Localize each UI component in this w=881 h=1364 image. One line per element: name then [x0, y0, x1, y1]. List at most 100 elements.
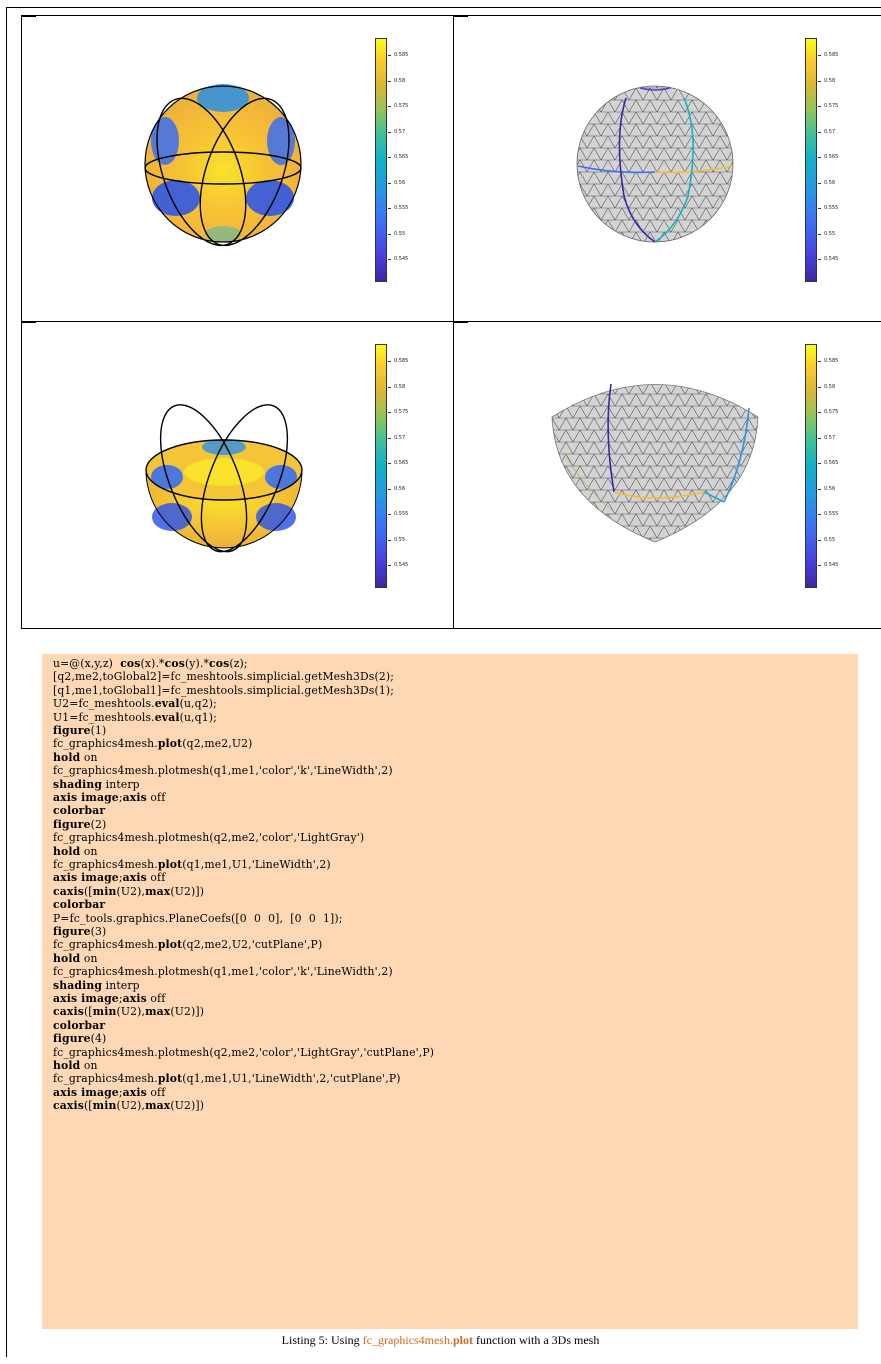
code-text: (y).*	[184, 657, 210, 670]
code-line: fc_graphics4mesh.plot(q1,me1,U1,'LineWid…	[53, 858, 331, 871]
code-line: U2=fc_meshtools.eval(u,q2);	[53, 697, 217, 710]
figure-4: 0.585 0.58 0.575 0.57 0.565 0.56 0.555 0.55 0.54…	[454, 322, 881, 628]
axis-tick	[454, 16, 468, 17]
code-line: shading interp	[53, 979, 140, 992]
code-keyword: min	[92, 1099, 117, 1113]
code-line: fc_graphics4mesh.plotmesh(q1,me1,'color'…	[53, 764, 393, 777]
code-keyword: colorbar	[53, 804, 106, 818]
code-text: interp	[102, 978, 140, 992]
colorbar-tick-label: 0.575	[387, 409, 409, 415]
code-keyword: axis image	[53, 992, 119, 1005]
code-listing: u=@(x,y,z) cos(x).*cos(y).*cos(z); [q2,me…	[42, 654, 858, 1329]
code-keyword: axis image	[53, 1085, 119, 1099]
colorbar-tick-label: 0.55	[817, 536, 836, 543]
code-text: (x).*	[140, 657, 165, 670]
code-text: (u,q2);	[179, 697, 217, 711]
code-text: fc_graphics4mesh.plotmesh(q2,me2,'color'…	[53, 1045, 435, 1059]
code-text: on	[80, 951, 98, 965]
code-text: U2=fc_meshtools.	[53, 697, 155, 711]
caption-suffix: function with a 3Ds mesh	[473, 1333, 600, 1347]
colorbar-tick-label: 0.58	[387, 77, 406, 84]
code-keyword: shading	[53, 978, 103, 992]
code-text: fc_graphics4mesh.plotmesh(q1,me1,'color'…	[53, 965, 393, 979]
colorbar-tick-label: 0.58	[817, 77, 836, 84]
code-text: ;	[118, 992, 123, 1005]
code-line: [q1,me1,toGlobal1]=fc_meshtools.simplici…	[53, 684, 394, 697]
code-line: axis image;axis off	[53, 1086, 165, 1099]
colorbar-tick-label: 0.555	[387, 511, 409, 517]
code-line: shading interp	[53, 778, 140, 791]
code-text: ([	[83, 884, 93, 898]
code-line: colorbar	[53, 804, 105, 817]
code-text: on	[80, 750, 98, 764]
code-line: figure(2)	[53, 818, 106, 831]
code-keyword: eval	[154, 697, 180, 711]
code-text: off	[146, 992, 166, 1005]
grid-border-middle	[21, 321, 881, 322]
colorbar-tick-label: 0.56	[817, 179, 836, 186]
code-text: (U2)])	[170, 1005, 205, 1019]
colorbar-tick-label: 0.555	[387, 205, 409, 211]
code-text: (z);	[229, 657, 248, 670]
colorbar-tick-label: 0.585	[817, 358, 839, 364]
figure-2: 0.585 0.58 0.575 0.57 0.565 0.56 0.555 0.55 0.54…	[454, 16, 881, 321]
code-text: (U2)])	[170, 1099, 205, 1113]
code-text: u=@(x,y,z)	[53, 657, 121, 670]
code-line: hold on	[53, 751, 98, 764]
code-text: (1)	[90, 724, 107, 737]
code-keyword: cos	[209, 657, 230, 670]
code-text: ([	[83, 1099, 93, 1113]
colorbar	[805, 38, 817, 282]
code-text: off	[146, 871, 166, 885]
colorbar-tick-label: 0.56	[387, 485, 406, 492]
code-text: U1=fc_meshtools.	[53, 710, 155, 724]
code-line: hold on	[53, 845, 98, 858]
colorbar-tick-label: 0.57	[817, 128, 836, 135]
code-keyword: plot	[157, 858, 183, 871]
axis-tick	[454, 322, 468, 323]
code-keyword: plot	[157, 938, 183, 952]
code-text: on	[80, 844, 98, 858]
code-keyword: cos	[164, 657, 185, 670]
colorbar-tick-label: 0.55	[817, 230, 836, 237]
code-keyword: eval	[154, 710, 180, 724]
code-keyword: axis	[122, 871, 147, 885]
code-line: hold on	[53, 952, 98, 965]
code-keyword: min	[92, 884, 117, 898]
code-keyword: axis	[122, 791, 147, 804]
colorbar-tick-label: 0.565	[817, 154, 839, 160]
code-keyword: max	[145, 1005, 171, 1019]
code-line: axis image;axis off	[53, 791, 165, 804]
code-text: ([	[83, 1005, 93, 1019]
page-top-rule	[6, 7, 881, 8]
page-left-rule	[6, 7, 7, 1357]
code-keyword: caxis	[53, 1005, 84, 1019]
colorbar	[375, 344, 387, 588]
colorbar-tick-label: 0.58	[387, 383, 406, 390]
colorbar	[375, 38, 387, 282]
code-keyword: axis	[122, 1085, 147, 1099]
caption-function-name: fc_graphics4mesh.	[362, 1333, 453, 1347]
colorbar-tick-label: 0.57	[387, 128, 406, 135]
colorbar-tick-label: 0.56	[387, 179, 406, 186]
figure-1-sphere	[144, 84, 302, 247]
grid-border-bottom	[21, 628, 881, 629]
grid-border-center	[453, 15, 454, 629]
listing-caption: Listing 5: Using fc_graphics4mesh.plot f…	[0, 1333, 881, 1348]
code-text: (q1,me1,U1,'LineWidth',2)	[182, 858, 331, 871]
colorbar-tick-label: 0.565	[387, 460, 409, 466]
code-keyword: figure	[53, 1032, 91, 1046]
code-line: [q2,me2,toGlobal2]=fc_meshtools.simplici…	[53, 670, 394, 683]
code-text: (u,q1);	[179, 710, 217, 724]
code-keyword: caxis	[53, 884, 84, 898]
code-text: [q2,me2,toGlobal2]=fc_meshtools.simplici…	[53, 670, 395, 684]
code-text: ;	[118, 1085, 123, 1099]
figure-4-cut-sphere	[551, 383, 759, 543]
code-keyword: axis	[122, 992, 147, 1005]
figure-1: 0.585 0.58 0.575 0.57 0.565 0.56 0.555 0.55 0.54…	[22, 16, 453, 321]
colorbar-tick-label: 0.545	[817, 256, 839, 262]
code-text: (3)	[90, 925, 107, 938]
colorbar-tick-label: 0.575	[387, 103, 409, 109]
code-text: interp	[102, 777, 140, 791]
code-text: fc_graphics4mesh.plotmesh(q2,me2,'color'…	[53, 831, 365, 845]
